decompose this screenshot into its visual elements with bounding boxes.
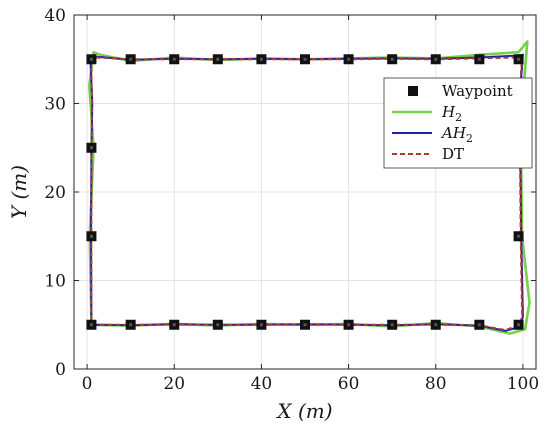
- waypoint-marker-center: [216, 57, 220, 61]
- x-tick-label: 60: [338, 374, 360, 394]
- x-axis-label: X (m): [275, 399, 332, 423]
- y-tick-label: 30: [44, 95, 66, 115]
- waypoint-marker-center: [390, 57, 394, 61]
- legend-label-ah2: AH2: [440, 124, 473, 145]
- x-tick-label: 0: [82, 374, 93, 394]
- waypoint-marker-center: [390, 323, 394, 327]
- x-tick-label: 100: [507, 374, 539, 394]
- legend-label-h2: H2: [441, 103, 462, 124]
- y-tick-label: 10: [44, 272, 66, 292]
- waypoint-marker-center: [259, 323, 263, 327]
- legend-label-dt: DT: [442, 145, 464, 163]
- waypoint-marker-center: [129, 323, 133, 327]
- tick-layer: 0 20 40 60 80 100 0 10 20 30 40: [44, 6, 539, 394]
- waypoint-marker-center: [434, 57, 438, 61]
- waypoint-marker-center: [129, 57, 133, 61]
- waypoint-layer: [86, 54, 524, 330]
- waypoint-marker-center: [517, 234, 521, 238]
- waypoint-marker-center: [172, 323, 176, 327]
- waypoint-marker-center: [347, 57, 351, 61]
- y-tick-label: 20: [44, 183, 66, 203]
- waypoint-marker-center: [477, 57, 481, 61]
- legend-waypoint-marker: [408, 86, 418, 96]
- waypoint-marker-center: [303, 323, 307, 327]
- x-tick-label: 20: [163, 374, 185, 394]
- legend-label-waypoint: Waypoint: [442, 82, 513, 100]
- waypoint-marker-center: [89, 146, 93, 150]
- y-axis-label: Y (m): [7, 165, 31, 219]
- waypoint-marker-center: [89, 57, 93, 61]
- waypoint-marker-center: [434, 323, 438, 327]
- waypoint-marker-center: [517, 57, 521, 61]
- x-tick-label: 40: [251, 374, 273, 394]
- y-tick-label: 40: [44, 6, 66, 26]
- waypoint-marker-center: [172, 57, 176, 61]
- waypoint-marker-center: [216, 323, 220, 327]
- x-tick-label: 80: [425, 374, 447, 394]
- waypoint-marker-center: [347, 323, 351, 327]
- waypoint-marker-center: [89, 323, 93, 327]
- waypoint-marker-center: [259, 57, 263, 61]
- waypoint-marker-center: [303, 57, 307, 61]
- waypoint-marker-center: [477, 323, 481, 327]
- y-tick-label: 0: [55, 360, 66, 380]
- waypoint-marker-center: [517, 323, 521, 327]
- waypoint-marker-center: [89, 234, 93, 238]
